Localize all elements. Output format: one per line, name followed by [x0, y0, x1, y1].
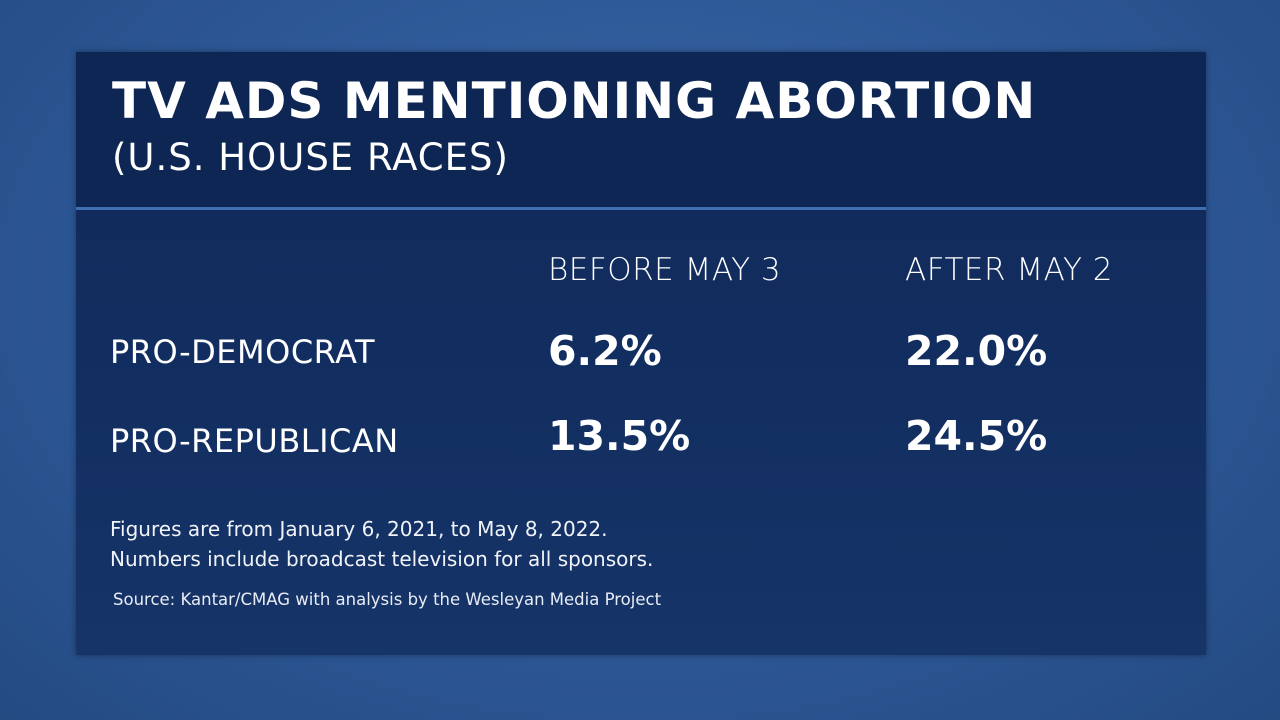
header: TV ADS MENTIONING ABORTION (U.S. HOUSE R…	[76, 52, 1206, 207]
row-label-pro-republican: PRO-REPUBLICAN	[110, 422, 399, 460]
source-note: Source: Kantar/CMAG with analysis by the…	[113, 590, 662, 609]
footnote-scope: Numbers include broadcast television for…	[110, 547, 654, 571]
value-democrat-before: 6.2%	[548, 327, 662, 375]
value-republican-before: 13.5%	[548, 412, 691, 460]
value-republican-after: 24.5%	[905, 412, 1048, 460]
footnote-dates: Figures are from January 6, 2021, to May…	[110, 517, 608, 541]
column-header-before: BEFORE MAY 3	[548, 252, 782, 288]
graphic-panel: TV ADS MENTIONING ABORTION (U.S. HOUSE R…	[76, 52, 1206, 655]
divider	[76, 207, 1206, 210]
value-democrat-after: 22.0%	[905, 327, 1048, 375]
row-label-pro-democrat: PRO-DEMOCRAT	[110, 333, 376, 371]
subtitle: (U.S. HOUSE RACES)	[112, 136, 509, 179]
title: TV ADS MENTIONING ABORTION	[112, 72, 1037, 130]
column-header-after: AFTER MAY 2	[905, 252, 1113, 288]
